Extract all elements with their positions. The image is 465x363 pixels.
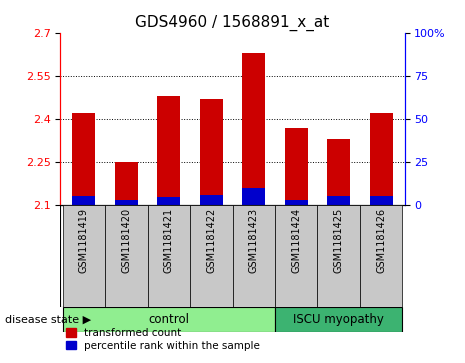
Text: GSM1181421: GSM1181421 (164, 208, 174, 273)
Bar (199, 99, 223, 205)
Bar (285, 200, 308, 205)
FancyBboxPatch shape (360, 205, 402, 307)
Text: GSM1181420: GSM1181420 (121, 208, 131, 273)
Text: GSM1181423: GSM1181423 (249, 208, 259, 273)
Bar (327, 196, 351, 205)
Bar (72, 196, 95, 205)
FancyBboxPatch shape (275, 205, 318, 307)
Text: GSM1181422: GSM1181422 (206, 208, 216, 273)
Legend: transformed count, percentile rank within the sample: transformed count, percentile rank withi… (66, 328, 260, 351)
Bar (114, 200, 138, 205)
Bar (370, 113, 393, 205)
Bar (157, 197, 180, 205)
FancyBboxPatch shape (147, 205, 190, 307)
Text: control: control (148, 313, 189, 326)
Bar (327, 139, 351, 205)
Bar (72, 113, 95, 205)
FancyBboxPatch shape (318, 205, 360, 307)
FancyBboxPatch shape (190, 205, 232, 307)
Text: disease state ▶: disease state ▶ (5, 314, 91, 325)
Text: ISCU myopathy: ISCU myopathy (293, 313, 384, 326)
Bar (157, 96, 180, 205)
FancyBboxPatch shape (105, 205, 147, 307)
Bar (242, 53, 266, 205)
FancyBboxPatch shape (275, 307, 402, 332)
Bar (114, 162, 138, 205)
Text: GSM1181424: GSM1181424 (291, 208, 301, 273)
FancyBboxPatch shape (63, 307, 275, 332)
Text: GSM1181426: GSM1181426 (376, 208, 386, 273)
Title: GDS4960 / 1568891_x_at: GDS4960 / 1568891_x_at (135, 15, 330, 31)
Bar (199, 195, 223, 205)
Bar (370, 196, 393, 205)
Bar (242, 188, 266, 205)
Text: GSM1181425: GSM1181425 (334, 208, 344, 273)
Bar (285, 127, 308, 205)
Text: GSM1181419: GSM1181419 (79, 208, 89, 273)
FancyBboxPatch shape (63, 205, 105, 307)
FancyBboxPatch shape (232, 205, 275, 307)
